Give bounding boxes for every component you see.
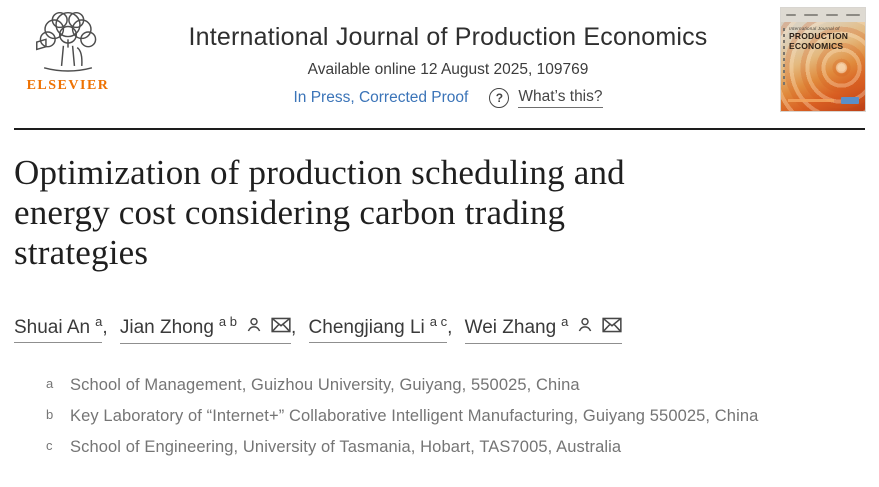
affiliation-sup: c <box>46 438 53 453</box>
author-item: Jian Zhong a b , <box>119 314 309 344</box>
cover-spine <box>783 28 785 88</box>
elsevier-tree-icon <box>20 9 116 77</box>
person-icon <box>576 316 594 340</box>
author-item: Wei Zhang a <box>464 314 630 344</box>
affiliation-text: School of Management, Guizhou University… <box>70 376 580 394</box>
affiliation-list: a School of Management, Guizhou Universi… <box>46 370 879 462</box>
author-separator: , <box>447 317 458 338</box>
author-separator: , <box>290 317 302 338</box>
article-title: Optimization of production scheduling an… <box>14 153 625 272</box>
author-link[interactable]: Shuai An a <box>14 313 103 343</box>
author-link[interactable]: Chengjiang Li a c <box>308 313 448 343</box>
author-affil-sup: a c <box>429 313 448 329</box>
journal-banner: International Journal of Production Econ… <box>116 7 780 108</box>
affiliation-item: b Key Laboratory of “Internet+” Collabor… <box>46 401 879 431</box>
cover-footer-text-bar <box>788 99 834 102</box>
elsevier-logo[interactable]: ELSEVIER <box>20 7 116 94</box>
whats-this-link[interactable]: What’s this? <box>518 88 603 108</box>
affiliation-sup: b <box>46 407 54 422</box>
affiliation-item: a School of Management, Guizhou Universi… <box>46 370 879 400</box>
available-online-date: Available online 12 August 2025, 109769 <box>307 61 589 78</box>
cover-journal-title: PRODUCTION ECONOMICS <box>789 31 849 51</box>
cover-publisher-badge <box>841 97 859 104</box>
author-link[interactable]: Jian Zhong a b <box>119 313 291 344</box>
person-icon <box>245 316 263 340</box>
header-divider <box>14 128 865 130</box>
affiliation-text: School of Engineering, University of Tas… <box>70 438 622 456</box>
affiliation-item: c School of Engineering, University of T… <box>46 432 879 462</box>
question-circle-icon[interactable]: ? <box>489 88 510 108</box>
in-press-link[interactable]: In Press, Corrected Proof <box>293 89 469 106</box>
author-link[interactable]: Wei Zhang a <box>464 313 623 344</box>
author-separator: , <box>102 317 113 338</box>
journal-cover-thumbnail[interactable]: International Journal of PRODUCTION ECON… <box>780 7 866 112</box>
author-name: Chengjiang Li <box>308 317 425 338</box>
author-affil-sup: a <box>95 313 103 329</box>
author-name: Jian Zhong <box>119 317 214 338</box>
affiliation-text: Key Laboratory of “Internet+” Collaborat… <box>70 407 759 425</box>
author-name: Wei Zhang <box>464 317 557 338</box>
author-name: Shuai An <box>14 317 91 338</box>
author-item: Chengjiang Li a c , <box>308 314 465 343</box>
cover-series-label: International Journal of <box>789 26 840 31</box>
publication-status-row: In Press, Corrected Proof ? What’s this? <box>116 88 780 108</box>
affiliation-sup: a <box>46 376 54 391</box>
journal-header: ELSEVIER International Journal of Produc… <box>0 0 879 112</box>
elsevier-wordmark: ELSEVIER <box>26 78 110 93</box>
author-list: Shuai An a , Jian Zhong a b , Chengji <box>14 314 879 344</box>
journal-title[interactable]: International Journal of Production Econ… <box>188 23 708 51</box>
author-affil-sup: a b <box>218 313 237 329</box>
author-affil-sup: a <box>561 313 569 329</box>
author-item: Shuai An a , <box>14 314 120 343</box>
email-envelope-icon <box>271 317 291 339</box>
email-envelope-icon <box>602 317 623 339</box>
cover-top-band <box>781 8 865 22</box>
